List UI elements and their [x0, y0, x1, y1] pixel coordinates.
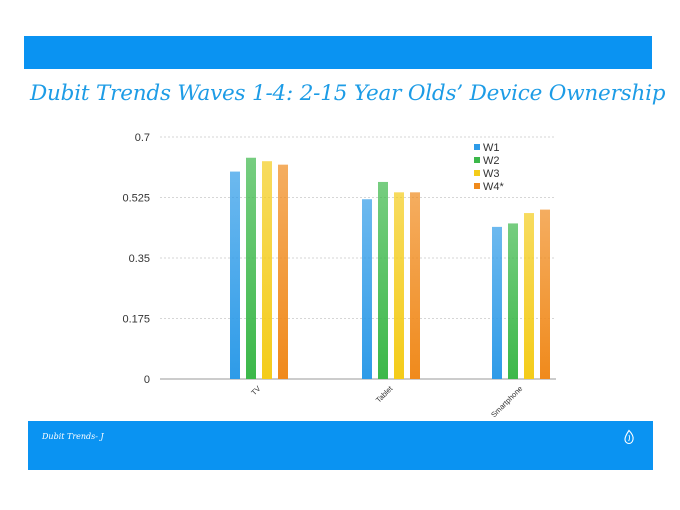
y-tick-label: 0.7	[135, 132, 150, 144]
category-label: Smartphone	[489, 384, 524, 419]
grid-lines	[160, 136, 556, 380]
bar-w4-tv	[278, 164, 288, 379]
bars	[230, 157, 550, 379]
legend-label: W4*	[483, 181, 505, 193]
top-banner	[24, 36, 652, 69]
category-labels: TV Tablet Smartphone	[249, 383, 524, 419]
bar-w1-tv	[230, 171, 240, 379]
bar-w1-smartphone	[492, 226, 502, 379]
bar-w4-smartphone	[540, 209, 550, 379]
bar-w2-tv	[246, 157, 256, 379]
legend-swatch	[474, 170, 480, 176]
bar-w1-tablet	[362, 199, 372, 379]
legend-label: W3	[483, 168, 500, 180]
slide-title: Dubit Trends Waves 1-4: 2-15 Year Olds’ …	[30, 81, 666, 106]
legend-label: W1	[483, 142, 500, 154]
category-label: TV	[249, 384, 262, 397]
bottom-banner: Dubit Trends- J	[28, 421, 653, 470]
y-tick-labels: 0 0.175 0.35 0.525 0.7	[122, 132, 150, 386]
bar-w2-tablet	[378, 181, 388, 379]
leaf-drop-icon	[624, 429, 634, 445]
bar-w3-tv	[262, 161, 272, 379]
y-tick-label: 0.175	[122, 314, 150, 326]
category-label: Tablet	[374, 383, 395, 404]
footer-text: Dubit Trends- J	[42, 432, 104, 441]
bar-w4-tablet	[410, 192, 420, 379]
y-tick-label: 0.35	[129, 253, 150, 265]
legend-swatch	[474, 144, 480, 150]
y-tick-label: 0	[144, 374, 150, 386]
legend-label: W2	[483, 155, 500, 167]
bar-w3-smartphone	[524, 213, 534, 379]
legend-swatch	[474, 157, 480, 163]
legend-swatch	[474, 183, 480, 189]
bar-w2-smartphone	[508, 223, 518, 379]
y-tick-label: 0.525	[122, 193, 150, 205]
bar-w3-tablet	[394, 192, 404, 379]
